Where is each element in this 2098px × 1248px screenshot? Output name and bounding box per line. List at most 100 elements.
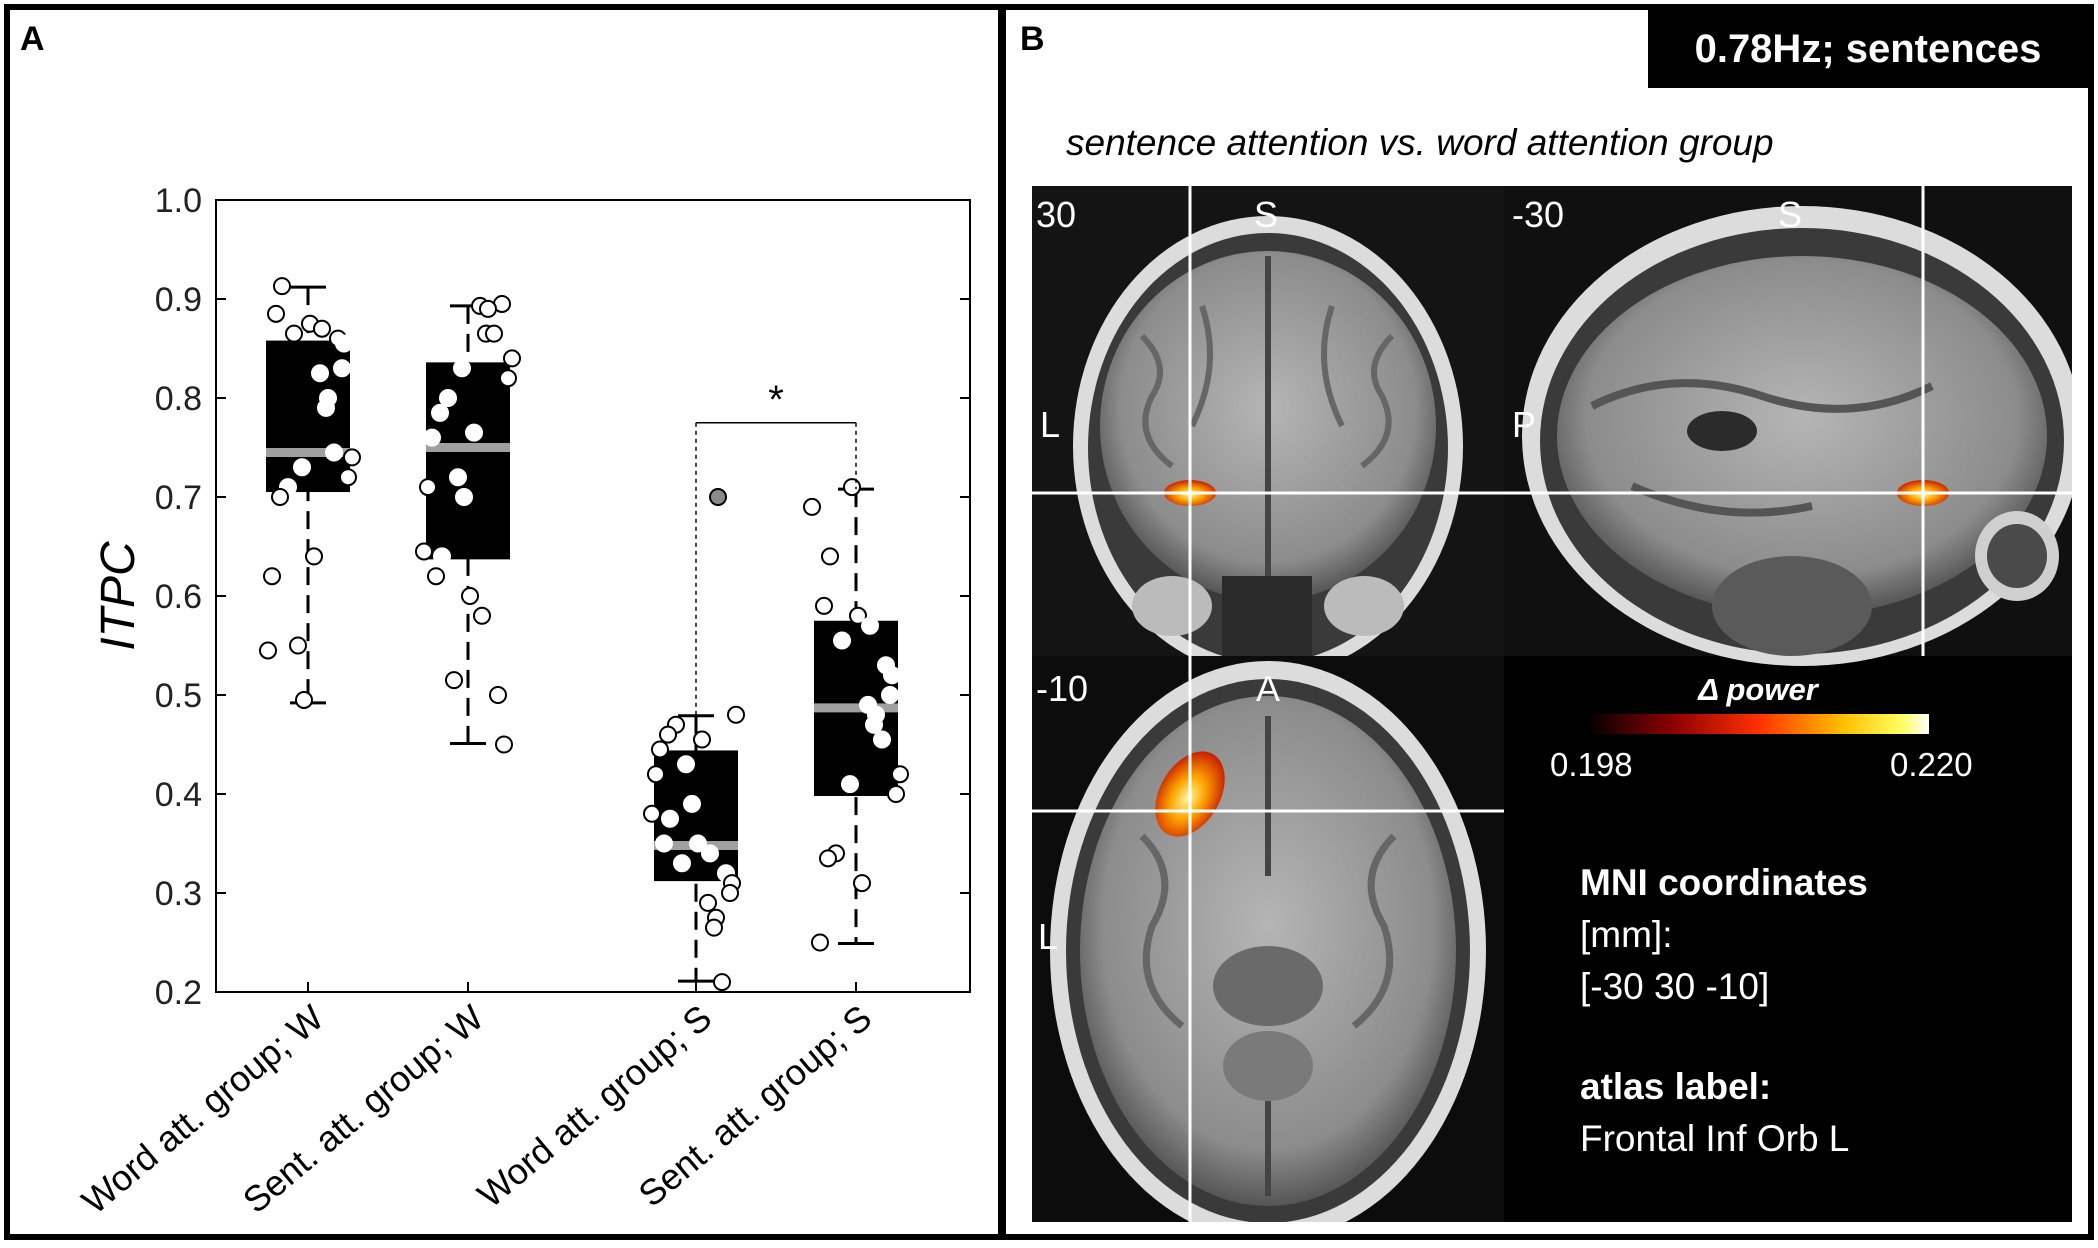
significance-star: * xyxy=(768,378,784,422)
data-point xyxy=(415,542,433,561)
data-point xyxy=(881,686,899,704)
box xyxy=(426,362,510,560)
data-point xyxy=(473,606,491,625)
mri-slices xyxy=(1032,186,2072,1222)
data-point xyxy=(465,423,483,442)
sagittal-slice-number: -30 xyxy=(1512,194,1565,235)
data-point xyxy=(677,755,695,774)
data-point xyxy=(861,616,879,635)
data-point xyxy=(499,369,517,388)
data-point xyxy=(339,468,357,487)
data-point xyxy=(461,587,479,605)
data-point xyxy=(263,567,281,586)
colorbar-max-label: 0.220 xyxy=(1890,746,1973,783)
data-point xyxy=(865,715,883,734)
data-point xyxy=(485,324,503,343)
data-point xyxy=(311,364,329,383)
mni-coordinates: [-30 30 -10] xyxy=(1580,966,1770,1007)
data-point xyxy=(655,834,673,853)
data-point xyxy=(883,666,901,685)
data-point xyxy=(343,448,361,467)
data-point xyxy=(289,636,307,655)
data-point xyxy=(313,319,331,338)
data-point xyxy=(419,478,437,497)
data-point xyxy=(689,834,707,853)
plot-frame xyxy=(215,199,971,993)
data-point xyxy=(455,488,473,506)
data-point xyxy=(699,893,717,912)
data-point xyxy=(453,359,471,378)
coronal-superior-label: S xyxy=(1254,194,1279,235)
axial-slice xyxy=(1032,656,1504,1222)
atlas-value: Frontal Inf Orb L xyxy=(1580,1118,1850,1159)
mri-figure: 30 S L -30 S P -10 A L Δ power 0.198 0.2… xyxy=(1032,186,2072,1222)
data-point xyxy=(271,488,289,506)
data-point xyxy=(849,606,867,625)
power-colorbar xyxy=(1587,714,1929,734)
data-point xyxy=(439,389,457,407)
data-point xyxy=(727,705,745,724)
data-point xyxy=(495,735,513,754)
data-point xyxy=(701,844,719,863)
data-point xyxy=(713,973,731,992)
y-tick-label: 0.4 xyxy=(155,776,202,814)
data-point xyxy=(427,567,445,586)
data-point xyxy=(445,671,463,690)
y-tick-label: 0.7 xyxy=(155,479,202,517)
data-point xyxy=(693,730,711,749)
mni-unit: [mm]: xyxy=(1580,914,1673,955)
data-point xyxy=(479,299,497,318)
data-point xyxy=(815,596,833,615)
data-point xyxy=(841,775,859,794)
data-point xyxy=(333,359,351,378)
axial-slice-number: -10 xyxy=(1036,668,1089,709)
data-point xyxy=(891,765,909,784)
contrast-subtitle: sentence attention vs. word attention gr… xyxy=(1066,122,1774,163)
data-point xyxy=(811,933,829,952)
data-point xyxy=(267,304,285,323)
colorbar-min-label: 0.198 xyxy=(1550,746,1633,783)
data-point xyxy=(423,428,441,447)
data-point xyxy=(803,497,821,516)
data-point xyxy=(721,884,739,902)
panel-b-label: B xyxy=(1020,20,1045,58)
crosshairs xyxy=(1032,186,2072,1222)
atlas-title: atlas label: xyxy=(1580,1066,1772,1107)
y-tick-label: 0.3 xyxy=(155,875,202,913)
panel-b: B 0.78Hz; sentences sentence attention v… xyxy=(1000,4,2094,1240)
mni-title: MNI coordinates xyxy=(1580,862,1868,903)
data-point xyxy=(651,740,669,759)
y-tick-label: 0.5 xyxy=(155,677,202,715)
y-axis-label: ITPC xyxy=(92,541,145,651)
data-point xyxy=(661,809,679,828)
data-point xyxy=(449,468,467,487)
data-point xyxy=(431,403,449,422)
colorbar-title: Δ power xyxy=(1698,672,1818,707)
panel-a: A 1.0 0.9 0.8 0.7 0.6 0.5 0.4 0.3 0.2 ITPC * Word a… xyxy=(4,4,1004,1240)
y-tick-label: 1.0 xyxy=(155,182,202,220)
data-point xyxy=(873,730,891,749)
data-point xyxy=(285,324,303,343)
data-point xyxy=(293,458,311,477)
sagittal-posterior-label: P xyxy=(1512,404,1537,445)
coronal-left-label: L xyxy=(1040,404,1061,445)
data-point xyxy=(259,641,277,660)
data-point xyxy=(853,874,871,893)
coronal-slice xyxy=(1032,186,1504,676)
data-point xyxy=(489,686,507,704)
panel-a-label: A xyxy=(20,20,45,58)
data-point xyxy=(273,277,291,296)
data-point xyxy=(659,725,677,744)
data-point xyxy=(305,547,323,566)
axial-anterior-label: A xyxy=(1256,668,1281,709)
data-point xyxy=(325,443,343,462)
y-tick-label: 0.2 xyxy=(155,974,202,1012)
data-point xyxy=(335,334,353,353)
data-point xyxy=(705,918,723,937)
y-tick-label: 0.8 xyxy=(155,380,202,418)
data-point xyxy=(295,690,313,709)
data-point xyxy=(317,398,335,417)
y-tick-label: 0.9 xyxy=(155,281,202,319)
y-tick-label: 0.6 xyxy=(155,578,202,616)
